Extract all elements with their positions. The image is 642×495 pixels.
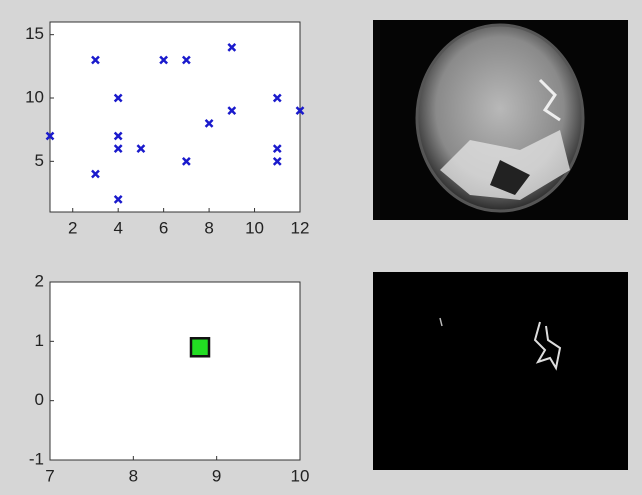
- x-tick-label: 8: [204, 218, 213, 237]
- y-tick-label: 0: [35, 390, 44, 409]
- figure-window: 246810125101578910-1012: [0, 0, 642, 495]
- x-tick-label: 2: [68, 218, 77, 237]
- y-tick-label: -1: [29, 449, 44, 468]
- y-tick-label: 10: [25, 87, 44, 106]
- y-tick-label: 5: [35, 151, 44, 170]
- y-tick-label: 15: [25, 24, 44, 43]
- x-tick-label: 9: [212, 466, 221, 485]
- y-tick-label: 1: [35, 331, 44, 350]
- axes-2: [50, 282, 300, 460]
- x-tick-label: 10: [245, 218, 264, 237]
- camera-image: [373, 20, 628, 220]
- x-tick-label: 12: [291, 218, 310, 237]
- x-tick-label: 7: [45, 466, 54, 485]
- x-tick-label: 6: [159, 218, 168, 237]
- foreground-mask-image: [373, 272, 628, 470]
- x-tick-label: 10: [291, 466, 310, 485]
- axes-1: [50, 22, 300, 212]
- x-tick-label: 4: [113, 218, 122, 237]
- y-tick-label: 2: [35, 271, 44, 290]
- x-tick-label: 8: [129, 466, 138, 485]
- point: [191, 338, 209, 356]
